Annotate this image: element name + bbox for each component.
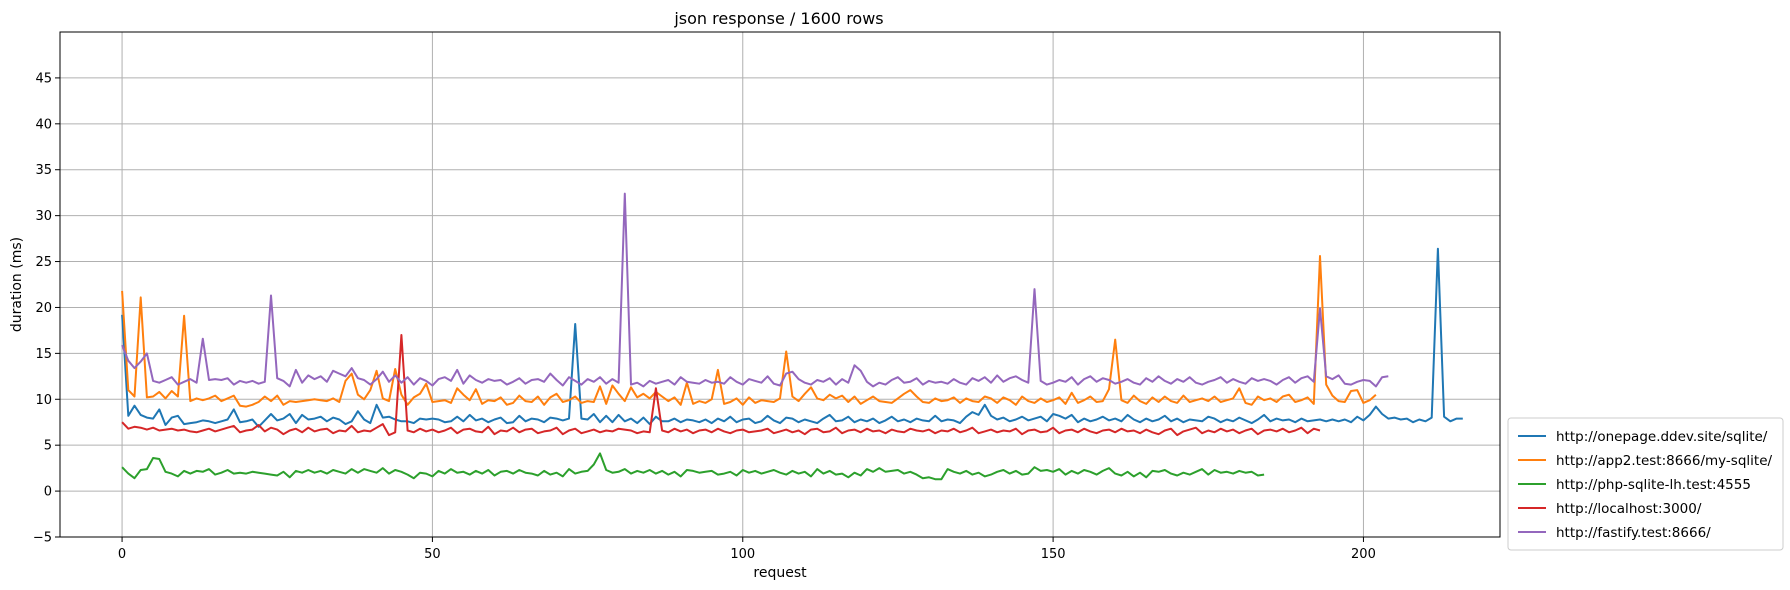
legend-label: http://php-sqlite-lh.test:4555 [1556,477,1751,493]
y-tick-label: 40 [35,117,52,132]
legend-label: http://app2.test:8666/my-sqlite/ [1556,453,1773,469]
y-tick-label: 25 [35,255,52,270]
y-tick-label: 0 [44,485,52,500]
legend-label: http://onepage.ddev.site/sqlite/ [1556,429,1768,445]
x-tick-label: 100 [730,547,755,562]
grid-lines [60,32,1500,538]
y-tick-label: −5 [33,531,52,546]
plot-area-frame [59,31,1501,538]
y-tick-label: 35 [35,163,52,178]
y-tick-label: 20 [35,301,52,316]
x-tick-label: 0 [118,547,126,562]
legend-label: http://fastify.test:8666/ [1556,525,1711,541]
x-tick-label: 200 [1351,547,1376,562]
series-line-1 [121,247,1463,428]
x-tick-label: 150 [1041,547,1066,562]
y-tick-label: 30 [35,209,52,224]
series-line-4 [121,334,1321,437]
y-tick-label: 15 [35,347,52,362]
x-axis-label: request [753,565,807,581]
series-line-2 [121,255,1377,408]
legend: http://onepage.ddev.site/sqlite/http://a… [1507,417,1784,551]
series-line-3 [121,452,1265,481]
x-tick-label: 50 [424,547,441,562]
legend-box [1507,417,1784,551]
y-tick-label: 10 [35,393,52,408]
legend-label: http://localhost:3000/ [1556,501,1702,517]
y-axis-label: duration (ms) [9,237,25,332]
chart-title: json response / 1600 rows [673,9,883,28]
x-axis-ticks: 0 50 100 150 200 [118,537,1376,562]
y-tick-label: 45 [35,71,52,86]
series-line-5 [121,192,1389,388]
y-tick-label: 5 [44,439,52,454]
y-axis-ticks: −5 0 5 10 15 20 25 30 35 40 45 [33,71,60,546]
series-lines [121,192,1463,481]
